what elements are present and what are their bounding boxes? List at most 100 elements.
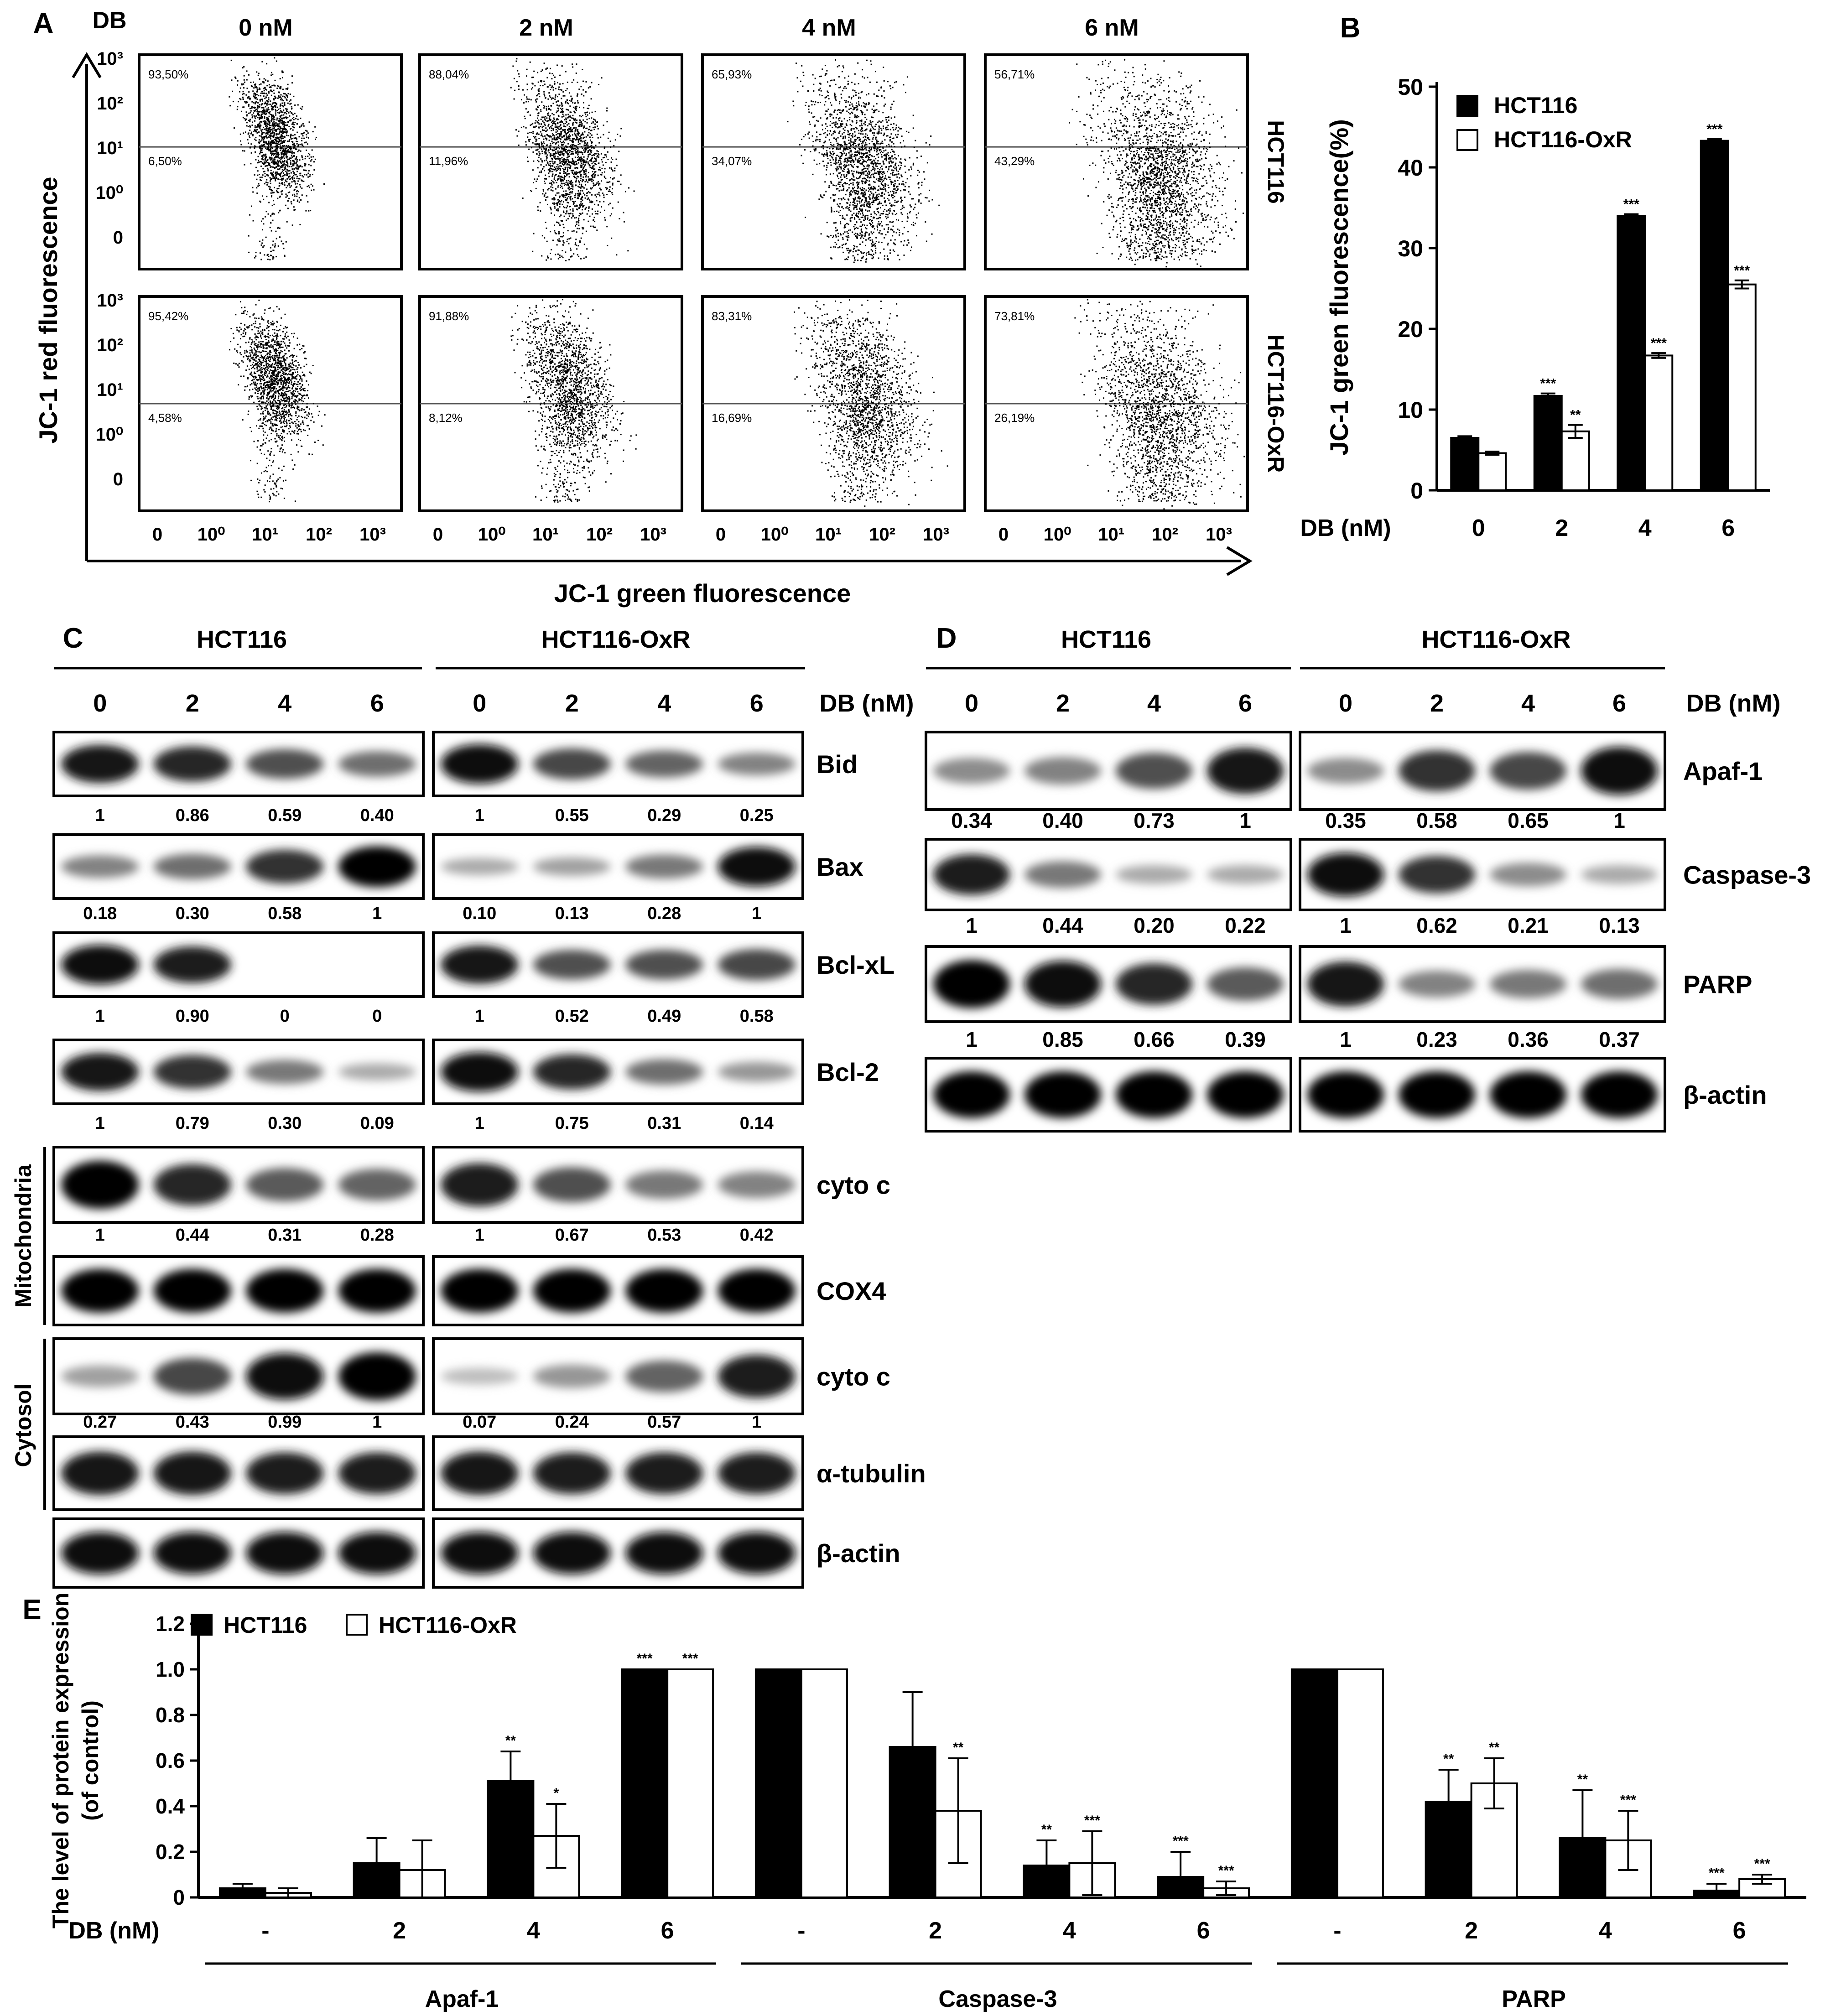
c-row-label: Bcl-xL <box>816 951 894 979</box>
c-blot-band <box>338 751 416 777</box>
c-quant-value: 0.40 <box>360 806 394 825</box>
e-significance: ** <box>1443 1751 1454 1767</box>
e-legend-swatch <box>346 1614 368 1636</box>
scatter-points <box>510 58 635 262</box>
b-xlabel: DB (nM) <box>1300 515 1391 541</box>
e-y-tick-label: 0.6 <box>156 1749 185 1772</box>
d-lane-label: 4 <box>1521 690 1535 717</box>
d-quant-value: 0.39 <box>1225 1028 1266 1051</box>
c-blot-band <box>441 858 519 875</box>
c-blot-band <box>533 1269 611 1313</box>
e-bar <box>754 1668 802 1898</box>
c-blot-band <box>246 1353 324 1400</box>
x-tick: 10² <box>869 525 895 545</box>
y-tick: 0 <box>113 228 123 248</box>
b-category-label: 4 <box>1638 515 1652 541</box>
x-tick: 10³ <box>359 525 386 545</box>
e-category-label: 4 <box>1063 1917 1076 1944</box>
c-blot-band <box>338 1532 416 1574</box>
c-quant-value: 0.79 <box>176 1114 209 1133</box>
b-y-tick-label: 20 <box>1398 317 1423 342</box>
c-quant-value: 0.28 <box>360 1226 394 1245</box>
x-tick: 10⁰ <box>478 525 506 545</box>
e-category-label: 2 <box>929 1917 942 1944</box>
d-blot-band <box>1116 865 1192 884</box>
d-quant-value: 0.65 <box>1508 809 1549 832</box>
c-quant-value: 1 <box>475 1114 484 1133</box>
b-bar <box>1644 354 1674 491</box>
d-blot-band <box>1581 865 1658 884</box>
d-row-label: Caspase-3 <box>1683 861 1811 889</box>
db-label-flow: DB <box>92 7 126 34</box>
d-lane-label: 2 <box>1430 690 1444 717</box>
b-bar <box>1450 436 1480 492</box>
x-tick: 0 <box>152 525 162 545</box>
d-quant-value: 0.22 <box>1225 914 1266 937</box>
c-blot-band <box>441 1532 519 1574</box>
c-blot-band <box>441 1163 519 1206</box>
c-side-label: Mitochondria <box>10 1164 36 1308</box>
c-lane-label: 6 <box>370 690 384 717</box>
c-blot-band <box>625 1452 703 1494</box>
x-tick: 10¹ <box>815 525 842 545</box>
e-bar <box>800 1668 848 1898</box>
c-quant-value: 1 <box>475 1007 484 1026</box>
c-blot-band <box>153 1269 231 1313</box>
e-xlabel: DB (nM) <box>68 1917 159 1944</box>
upper-percent: 83,31% <box>712 309 752 323</box>
upper-percent: 73,81% <box>994 309 1035 323</box>
e-ylabel: The level of protein expression <box>48 1593 73 1928</box>
c-blot-band <box>718 1355 796 1398</box>
c-blot-band <box>625 1269 703 1313</box>
b-legend-swatch <box>1456 95 1478 117</box>
c-quant-value: 0.53 <box>647 1226 681 1245</box>
c-quant-value: 0.24 <box>555 1413 589 1432</box>
e-legend-label: HCT116 <box>224 1612 307 1638</box>
c-blot-band <box>61 1451 139 1495</box>
x-tick: 0 <box>433 525 443 545</box>
e-y-tick-label: 0 <box>173 1886 185 1909</box>
c-quant-value: 0.29 <box>647 806 681 825</box>
e-category-label: 2 <box>1465 1917 1478 1944</box>
c-row-label: cyto c <box>816 1362 890 1391</box>
upper-percent: 93,50% <box>148 68 188 81</box>
e-bar <box>666 1668 714 1898</box>
c-quant-value: 1 <box>752 1413 761 1432</box>
d-quant-value: 0.23 <box>1416 1028 1457 1051</box>
c-row-label: Bcl-2 <box>816 1058 879 1086</box>
d-blot-band <box>1307 758 1384 784</box>
e-bar <box>1336 1668 1384 1898</box>
c-quant-value: 0.55 <box>555 806 589 825</box>
c-blot-band <box>61 745 139 783</box>
d-quant-value: 0.58 <box>1416 809 1457 832</box>
x-tick: 10³ <box>1206 525 1232 545</box>
d-blot-band <box>1116 963 1192 1005</box>
b-category-label: 0 <box>1472 515 1485 541</box>
d-blot-band <box>1207 1071 1284 1118</box>
x-tick: 0 <box>433 525 443 545</box>
x-tick: 10¹ <box>1098 525 1124 545</box>
c-quant-value: 0.43 <box>176 1413 209 1432</box>
c-quant-value: 0.07 <box>463 1413 496 1432</box>
c-blot-band <box>533 1452 611 1494</box>
c-blot-band <box>625 1532 703 1574</box>
lower-percent: 8,12% <box>429 411 463 425</box>
d-quant-value: 0.21 <box>1508 914 1549 937</box>
c-blot-band <box>153 1055 231 1089</box>
c-quant-value: 0.90 <box>176 1007 209 1026</box>
x-tick: 10⁰ <box>478 525 506 545</box>
e-significance: ** <box>953 1740 964 1755</box>
c-blot-band <box>441 946 519 984</box>
b-significance: *** <box>1540 376 1556 391</box>
x-tick: 10² <box>306 525 332 545</box>
upper-percent: 65,93% <box>712 68 752 81</box>
d-row-label: Apaf-1 <box>1683 757 1763 785</box>
c-blot-band <box>153 854 231 879</box>
b-legend-label: HCT116 <box>1494 93 1577 118</box>
e-category-label: - <box>1333 1917 1341 1944</box>
upper-percent: 95,42% <box>148 309 188 323</box>
d-blot-band <box>1399 971 1475 998</box>
y-tick: 10³ <box>97 49 123 69</box>
conc-label: 2 nM <box>519 15 573 41</box>
panel-letter-B: B <box>1340 12 1361 44</box>
